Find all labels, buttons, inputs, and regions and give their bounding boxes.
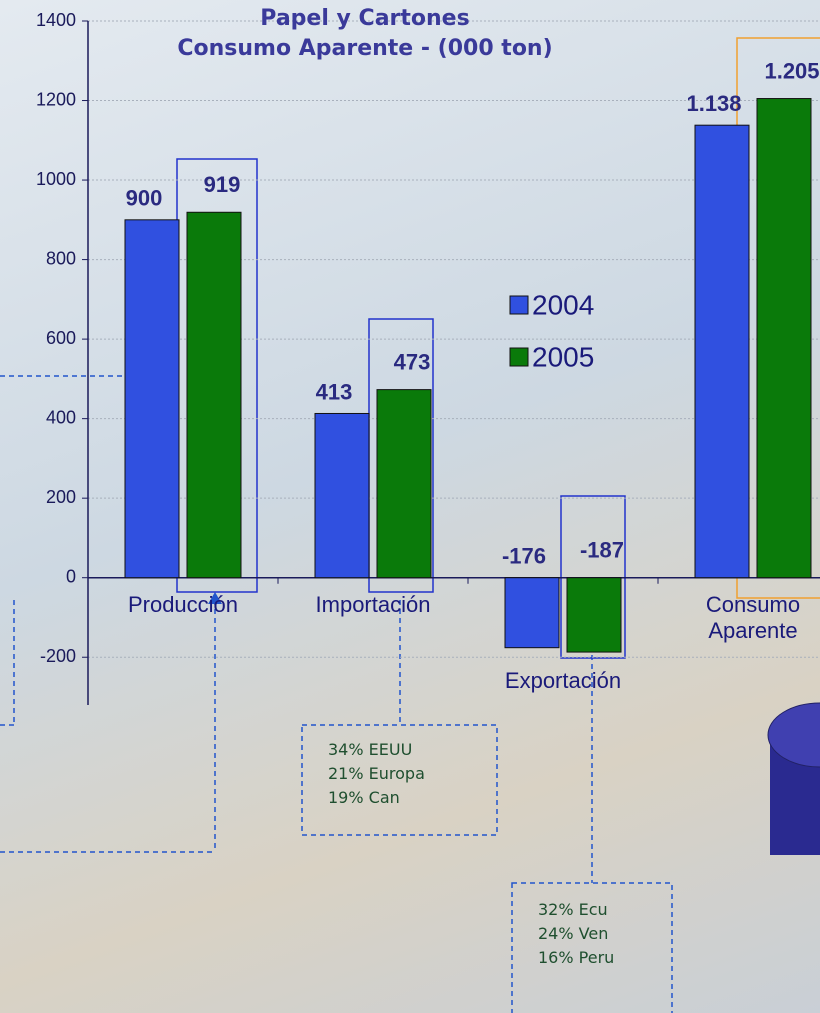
y-tick-label: 600 [46, 328, 76, 348]
y-tick-label: 1400 [36, 10, 76, 30]
y-tick-label: -200 [40, 646, 76, 666]
x-tick-label: Consumo Aparente [705, 591, 801, 643]
annotation: 32% Ecu [538, 900, 608, 919]
legend-swatch [509, 295, 529, 315]
y-tick-label: 400 [46, 407, 76, 427]
bar [314, 412, 370, 579]
chart-title: Papel y Cartones Consumo Aparente - (000… [150, 4, 580, 64]
x-tick-label: Producción [127, 591, 239, 617]
title-line: Papel y Cartones [260, 6, 470, 31]
annotation: 21% Europa [328, 764, 425, 783]
value-label: -176 [502, 544, 546, 569]
bar [566, 577, 622, 653]
value-label: 900 [126, 186, 163, 211]
bar [186, 211, 242, 579]
title-line: Consumo Aparente - (000 ton) [177, 36, 553, 61]
value-label: 413 [316, 379, 353, 404]
y-tick-label: 0 [66, 566, 76, 586]
y-tick-label: 1000 [36, 169, 76, 189]
legend-label: 2004 [532, 289, 594, 320]
annotation: 34% EEUU [328, 740, 413, 759]
value-label: -187 [580, 538, 624, 563]
annotation: 24% Ven [538, 924, 609, 943]
bar [756, 98, 812, 579]
legend-label: 2005 [532, 341, 594, 372]
bar [504, 577, 560, 649]
y-tick-label: 200 [46, 487, 76, 507]
decoration [0, 375, 673, 1013]
legend-swatch [509, 347, 529, 367]
cylinder [767, 702, 820, 855]
bar [376, 389, 432, 579]
bar [124, 219, 180, 579]
value-label: 1.138 [686, 91, 741, 116]
annotation: 16% Peru [538, 948, 615, 967]
arrow [208, 592, 222, 604]
value-label: 919 [204, 172, 241, 197]
y-tick-label: 1200 [36, 89, 76, 109]
y-tick-label: 800 [46, 248, 76, 268]
value-label: 473 [394, 349, 431, 374]
x-tick-label: Importación [315, 591, 431, 617]
x-tick-label: Exportación [504, 668, 622, 694]
annotation: 19% Can [328, 788, 400, 807]
bar [694, 124, 750, 579]
value-label: 1.205 [764, 58, 819, 83]
